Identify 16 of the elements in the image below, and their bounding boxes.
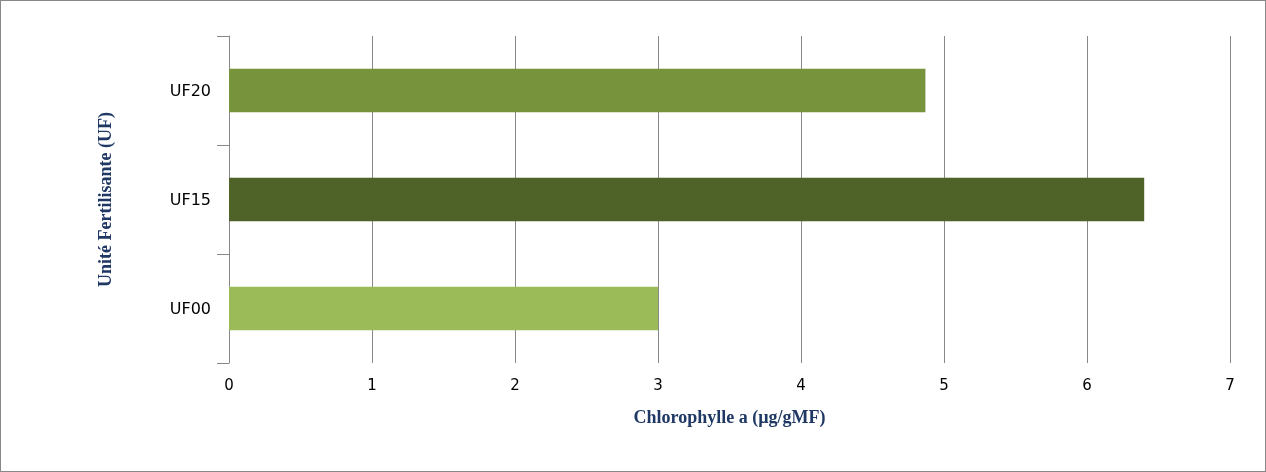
x-tick-label: 2 [510, 375, 520, 394]
x-tick-label: 1 [367, 375, 377, 394]
x-tick-label: 5 [939, 375, 949, 394]
y-axis-title: Unité Fertilisante (UF) [95, 112, 116, 287]
x-tick-label: 7 [1225, 375, 1235, 394]
y-tick-label: UF00 [169, 299, 211, 318]
x-tick-label: 4 [796, 375, 806, 394]
bar [229, 68, 926, 113]
x-tick-label: 3 [653, 375, 663, 394]
y-tick-label: UF15 [169, 190, 211, 209]
x-axis-title: Chlorophylle a (µg/gMF) [633, 407, 826, 428]
bar [229, 177, 1145, 222]
y-tick-label: UF20 [169, 81, 211, 100]
bar [229, 286, 658, 331]
x-tick-label: 0 [224, 375, 234, 394]
x-tick-label: 6 [1082, 375, 1092, 394]
